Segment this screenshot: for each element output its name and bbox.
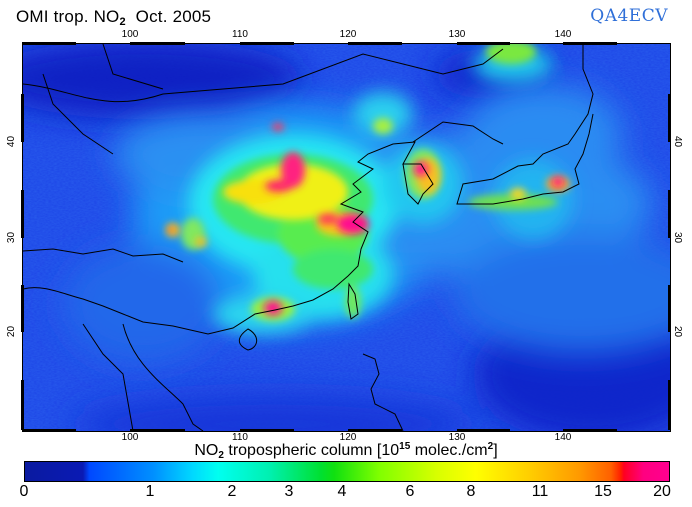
title-text: OMI trop. NO: [16, 7, 120, 26]
colorbar-tick: 4: [337, 483, 347, 500]
cb-label-part: tropospheric column [10: [228, 442, 400, 459]
frame-segment: [668, 285, 671, 332]
frame-segment: [21, 380, 24, 430]
frame-segment: [457, 429, 510, 432]
frame-segment: [21, 285, 24, 332]
map-title: OMI trop. NO2 Oct. 2005: [16, 7, 211, 28]
frame-segment: [240, 42, 294, 45]
lon-tick-top: 140: [554, 29, 572, 40]
lon-tick-top: 120: [339, 29, 357, 40]
colorbar-tick: 15: [594, 483, 612, 500]
lat-tick-right: 20: [672, 325, 684, 338]
title-subscript: 2: [119, 16, 126, 28]
cb-label-sub: 2: [218, 450, 224, 461]
lon-tick-top: 130: [448, 29, 466, 40]
colorbar-tick: 20: [653, 483, 671, 500]
lon-tick-bottom: 110: [232, 432, 248, 443]
no2-map[interactable]: [22, 43, 671, 432]
frame-segment: [457, 42, 510, 45]
frame-segment: [130, 429, 185, 432]
frame-segment: [668, 190, 671, 238]
title-date: Oct. 2005: [135, 7, 212, 26]
frame-segment: [22, 429, 76, 432]
frame-segment: [348, 429, 402, 432]
frame-segment: [563, 42, 617, 45]
cb-label-unit: molec./cm: [414, 442, 488, 459]
colorbar-tick: 1: [145, 483, 155, 500]
lat-tick-left: 40: [6, 135, 18, 148]
lon-tick-top: 110: [232, 29, 248, 40]
cb-label-sup: 2: [487, 441, 494, 452]
colorbar-tick: 0: [19, 483, 29, 500]
colorbar-tick: 3: [284, 483, 294, 500]
cb-label-sup: 15: [399, 441, 411, 452]
brand-logo: QA4ECV: [590, 6, 668, 26]
lon-tick-bottom: 140: [554, 432, 572, 443]
lat-tick-left: 20: [6, 325, 18, 338]
colorbar-tick: 11: [531, 483, 549, 500]
frame-segment: [240, 429, 294, 432]
colorbar-tick: 8: [466, 483, 476, 500]
frame-segment: [21, 94, 24, 142]
colorbar-tick: 2: [227, 483, 237, 500]
lat-tick-left: 30: [6, 231, 18, 244]
lon-tick-bottom: 120: [339, 432, 357, 443]
colorbar-tick: 6: [405, 483, 415, 500]
colorbar-label: NO2 tropospheric column [1015 molec./cm2…: [0, 441, 692, 461]
colorbar: [24, 461, 670, 482]
frame-segment: [21, 190, 24, 238]
lon-tick-top: 100: [121, 29, 139, 40]
frame-segment: [668, 94, 671, 142]
cb-label-part: NO: [194, 442, 219, 459]
lon-tick-bottom: 130: [448, 432, 466, 443]
frame-segment: [668, 380, 671, 430]
frame-segment: [348, 42, 402, 45]
cb-label-part: ]: [493, 442, 498, 459]
lat-tick-right: 40: [672, 135, 684, 148]
map-field: [23, 44, 670, 431]
frame-segment: [563, 429, 617, 432]
lat-tick-right: 30: [672, 231, 684, 244]
lon-tick-bottom: 100: [121, 432, 139, 443]
frame-segment: [22, 42, 76, 45]
frame-segment: [130, 42, 185, 45]
